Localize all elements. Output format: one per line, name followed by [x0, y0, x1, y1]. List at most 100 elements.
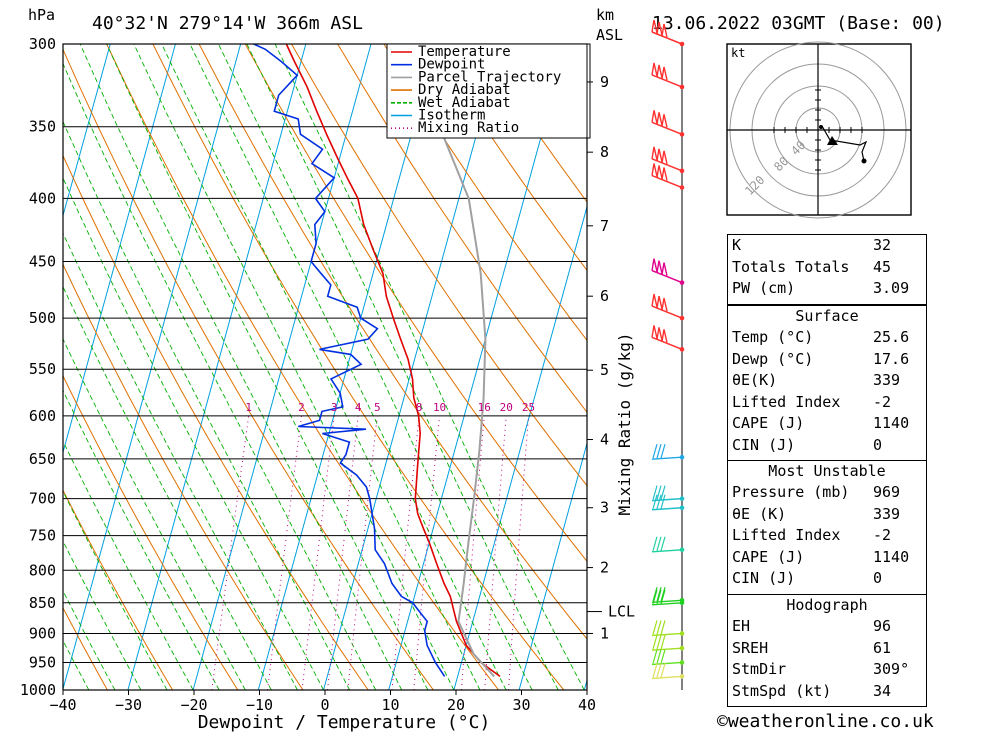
isobar-lines — [63, 44, 587, 690]
wind-barb-flag — [656, 112, 663, 126]
pressure-tick-label: 1000 — [20, 681, 56, 699]
altitude-tick-label: 9 — [600, 73, 609, 91]
wind-barb-flag — [651, 146, 658, 160]
wind-barb — [651, 325, 685, 352]
legend-entry: Dry Adiabat — [418, 82, 511, 98]
isotherm — [323, 44, 502, 690]
isotherm — [63, 44, 111, 218]
dry-adiabat — [291, 44, 587, 487]
legend-entry: Dewpoint — [418, 57, 485, 73]
mixing-ratio-line — [347, 415, 378, 690]
hpa-unit-label: hPa — [28, 6, 55, 24]
dry-adiabat — [63, 606, 108, 690]
temperature-tick-label: −10 — [246, 696, 273, 714]
mixing-ratio-axis-title: Mixing Ratio (g/kg) — [615, 332, 634, 515]
wind-barb-feather — [652, 620, 658, 635]
index-value: 1140 — [873, 547, 910, 566]
dry-adiabat — [63, 489, 174, 690]
wind-staff — [651, 456, 683, 460]
index-label: Lifted Index — [732, 526, 841, 545]
index-label: StmSpd (kt) — [732, 681, 832, 700]
wind-barb-flag — [661, 329, 668, 343]
indices-block-title: Surface — [795, 307, 859, 325]
mixing-ratio-lines — [211, 415, 530, 690]
index-value: 0 — [873, 569, 883, 588]
index-label: K — [732, 236, 742, 254]
dry-adiabat — [152, 44, 565, 690]
wet-adiabat — [63, 120, 350, 690]
mixing-ratio-labels: 1 2 3 4 5 8 10 16 20 25 — [245, 401, 535, 414]
mixing-ratio-label: 4 — [355, 401, 362, 414]
dry-adiabat — [429, 44, 587, 272]
index-value: 25.6 — [873, 328, 910, 347]
wind-barb — [651, 587, 685, 603]
index-value: 969 — [873, 483, 901, 502]
wind-barb — [651, 146, 685, 174]
pressure-tick-label: 900 — [29, 624, 56, 642]
wind-staff — [651, 507, 683, 511]
wind-barb-feather — [652, 494, 658, 509]
wind-barb-feather — [652, 587, 658, 602]
index-value: -2 — [873, 392, 892, 411]
isotherm — [63, 44, 242, 690]
mixing-ratio-line — [391, 415, 420, 690]
wind-barb-flag — [656, 260, 663, 274]
wet-adiabat — [63, 490, 168, 690]
indices-block: K 32 Totals Totals 45 PW (cm) 3.09 — [727, 234, 927, 305]
wind-barb — [651, 258, 685, 285]
legend-entry: Temperature — [418, 44, 511, 60]
isotherm — [127, 44, 307, 690]
index-value: 61 — [873, 638, 892, 657]
temperature-tick-label: 40 — [578, 696, 596, 714]
wet-adiabat — [246, 44, 559, 690]
index-value: 339 — [873, 504, 901, 523]
wind-barb-flag — [656, 64, 663, 79]
wind-barb-feather — [656, 620, 662, 635]
mixing-ratio-line — [327, 415, 359, 690]
wind-barb-flag — [656, 165, 663, 179]
hodograph-trace — [821, 125, 868, 162]
index-label: EH — [732, 617, 751, 636]
wind-barb — [651, 110, 685, 137]
wind-barb-feather — [652, 663, 658, 678]
index-label: CIN (J) — [732, 569, 796, 588]
pressure-tick-label: 750 — [29, 527, 56, 545]
wind-barb — [651, 444, 685, 460]
wind-barb-feather — [656, 589, 662, 604]
pressure-tick-label: 350 — [29, 118, 56, 136]
wind-barb-flag — [651, 258, 658, 272]
km-unit-label: km — [596, 6, 614, 24]
index-label: Temp (°C) — [732, 328, 814, 347]
wind-barb-feather — [656, 663, 662, 678]
wet-adiabat — [63, 177, 324, 690]
index-label: Pressure (mb) — [732, 483, 850, 502]
wind-barb-flag — [656, 148, 663, 162]
altitude-tick-label: 2 — [600, 559, 609, 577]
wind-barb — [651, 293, 685, 321]
datetime-title: 13.06.2022 03GMT (Base: 00) — [652, 13, 945, 34]
wind-barb-flag — [661, 150, 668, 164]
mixing-ratio-line — [301, 415, 335, 690]
altitude-tick-label: 3 — [600, 499, 609, 517]
wind-barb-feather — [660, 587, 666, 602]
index-value: 1140 — [873, 414, 910, 433]
wind-barb-flag — [651, 325, 658, 339]
wind-barb-feather — [656, 649, 662, 664]
wet-adiabat — [63, 389, 220, 690]
wet-adiabat — [63, 232, 298, 690]
hodograph-unit: kt — [731, 46, 745, 60]
wind-barb-flag — [656, 295, 663, 310]
index-label: Totals Totals — [732, 257, 850, 276]
wind-barb-feather — [656, 444, 662, 459]
temperature-tick-label: 30 — [512, 696, 530, 714]
index-value: 32 — [873, 236, 892, 254]
altitude-tick-label: 8 — [600, 143, 609, 161]
index-value: 17.6 — [873, 349, 910, 368]
wind-barb-feather — [660, 536, 666, 551]
dry-adiabat — [198, 44, 587, 640]
storm-motion-marker — [827, 136, 838, 145]
index-value: 96 — [873, 617, 892, 636]
dry-adiabat — [63, 48, 434, 690]
pressure-tick-label: 600 — [29, 407, 56, 425]
isotherm — [453, 204, 587, 690]
